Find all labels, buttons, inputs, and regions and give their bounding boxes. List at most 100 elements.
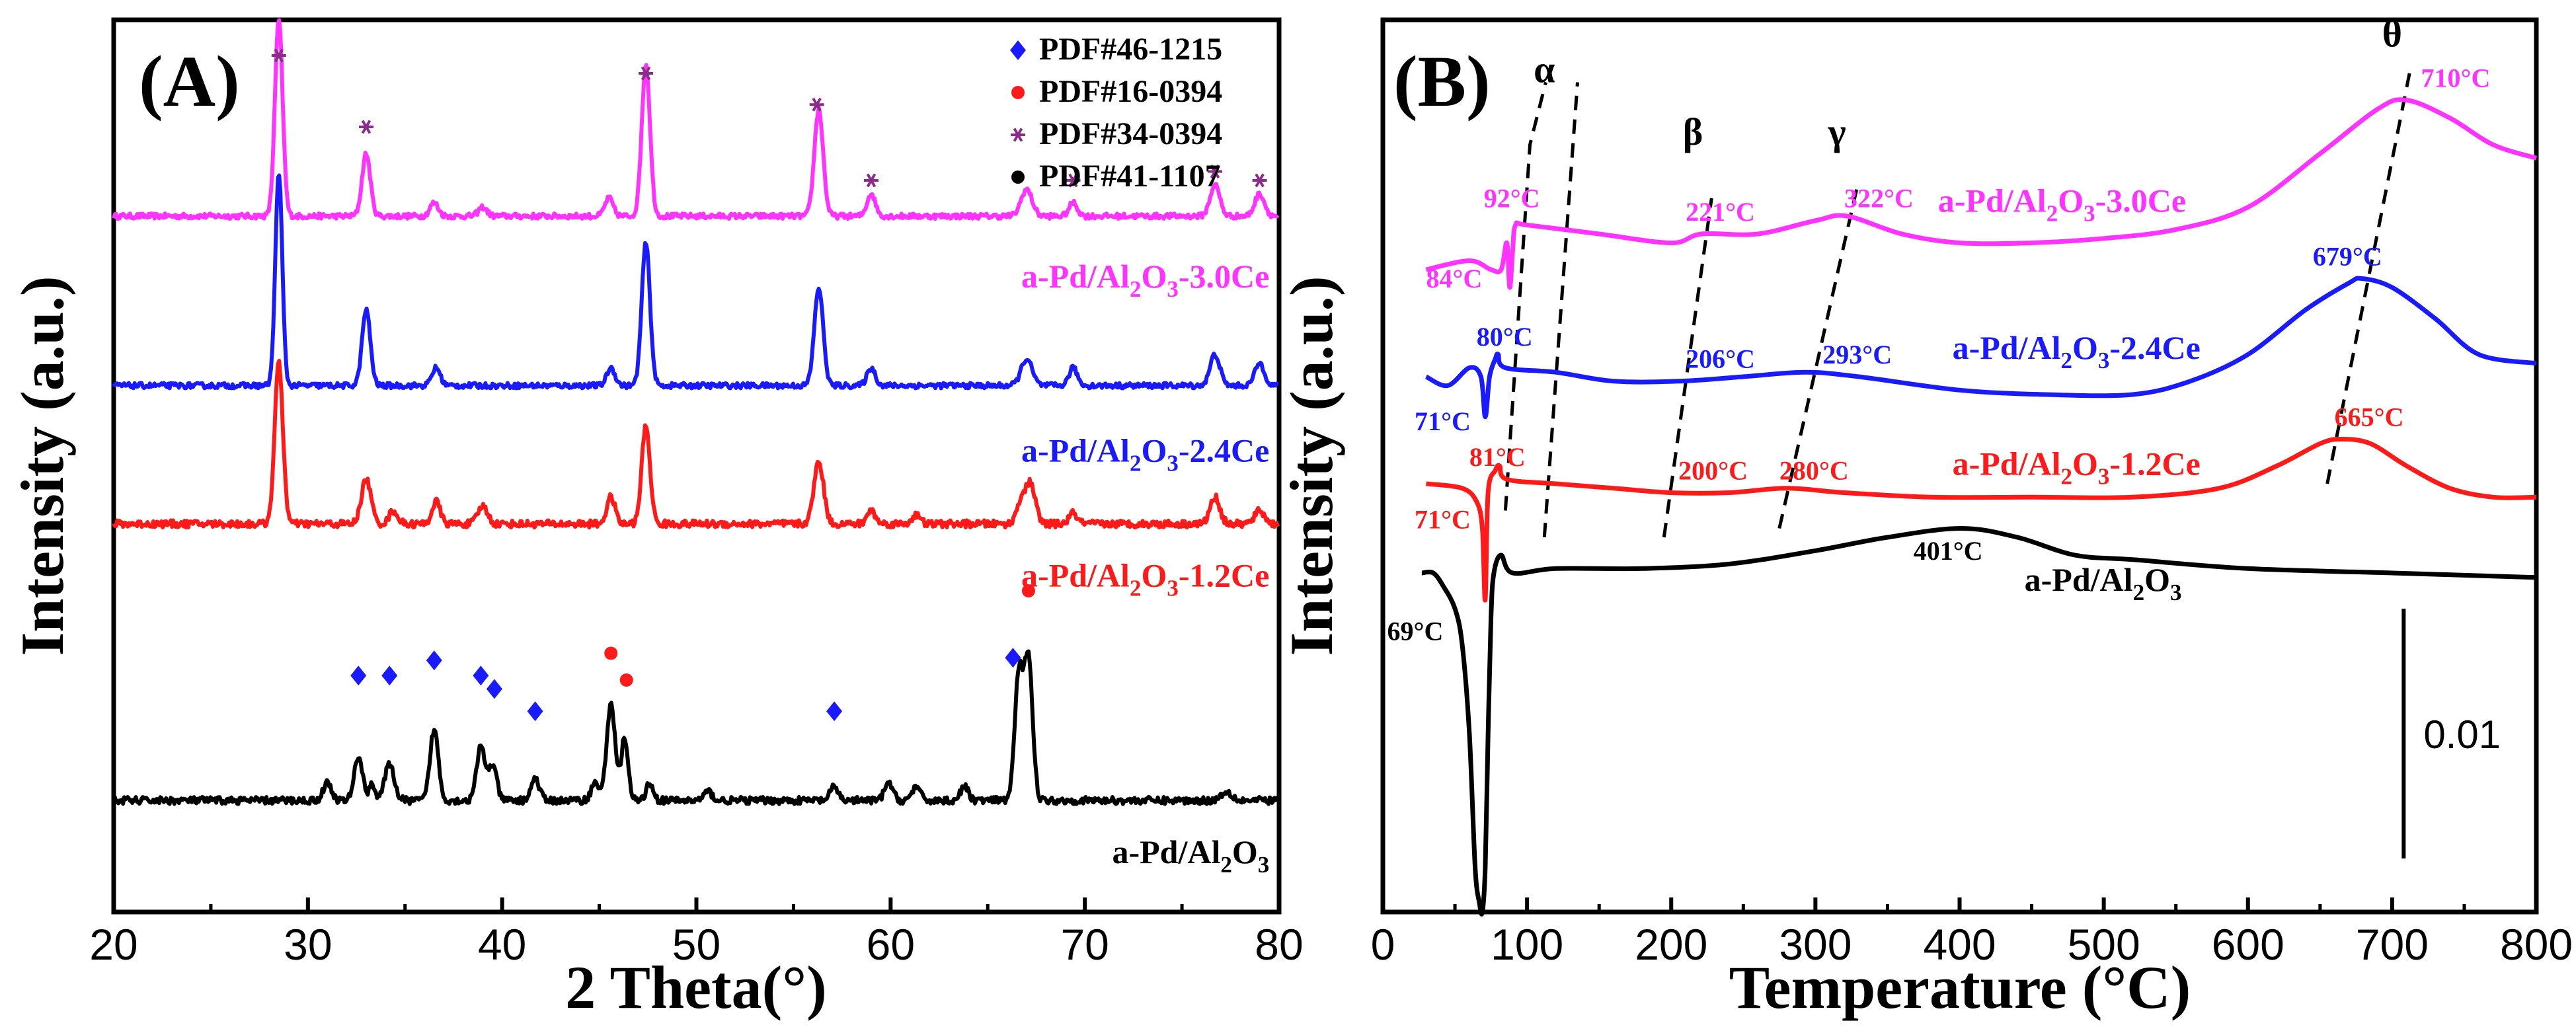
panel-b-x-tick-label: 500 <box>2068 920 2140 969</box>
series-label-suffix: -1.2Ce <box>1179 556 1269 593</box>
legend-entry: PDF#41-1107 <box>1039 159 1221 194</box>
legend-marker <box>1011 86 1025 99</box>
temperature-label: 401°C <box>1914 536 1983 566</box>
panel-a-ticks: 20 30 40 50 60 70 80 <box>89 897 1304 969</box>
series-label-sub2: 3 <box>2098 464 2110 490</box>
peak-trend-line <box>1503 81 1547 511</box>
panel-b-peak-trend-lines: α β γ θ <box>1503 13 2411 538</box>
panel-a-x-axis-label: 2 Theta(°) <box>565 954 826 1021</box>
panel-b-temperature-labels: 92°C 84°C 221°C 322°C 710°C 80°C 71°C 206°C 293°… <box>1387 63 2491 646</box>
panel-a-peak-marker <box>486 679 502 699</box>
panel-b-x-tick-label: 100 <box>1491 920 1563 969</box>
panel-a-x-tick-label: 60 <box>867 920 915 969</box>
series-label-sub1: 2 <box>1220 852 1232 878</box>
series-label-suffix: -3.0Ce <box>1179 258 1269 295</box>
legend-marker <box>1010 40 1026 60</box>
panel-a-x-tick-label: 20 <box>89 920 137 969</box>
temperature-label: 206°C <box>1686 344 1755 374</box>
peak-trend-label: θ <box>2382 13 2402 56</box>
series-label: a-Pd/Al2O3-3.0Ce <box>1938 182 2186 226</box>
series-label-sub2: 3 <box>1167 450 1179 476</box>
series-label-sub1: 2 <box>2061 348 2073 373</box>
series-label-sub1: 2 <box>2047 200 2058 226</box>
panel-a-legend: PDF#46-1215 PDF#16-0394 PDF#34-0394 PDF#41-… <box>1010 32 1222 194</box>
panel-b-series <box>1421 97 2538 917</box>
series-label-prefix: a-Pd/Al <box>1938 182 2047 219</box>
panel-a-peak-marker <box>1021 584 1035 597</box>
panel-a-peak-marker <box>381 666 398 686</box>
series-label-sub1: 2 <box>1130 450 1142 476</box>
series-label-prefix: a-Pd/Al <box>1953 445 2061 482</box>
series-label: a-Pd/Al2O3 <box>2025 561 2182 605</box>
series-label-prefix: a-Pd/Al <box>1021 432 1130 469</box>
series-label-mid: O <box>1141 556 1167 593</box>
series-label: a-Pd/Al2O3-2.4Ce <box>1021 432 1269 476</box>
panel-a-series <box>112 18 1280 806</box>
panel-b-series-line <box>1421 526 2537 917</box>
panel-a-series-line <box>112 649 1280 806</box>
panel-a-series-line <box>112 359 1280 530</box>
panel-a-peak-marker <box>359 120 373 134</box>
series-label-sub2: 3 <box>2170 580 2182 605</box>
series-label-sub1: 2 <box>1130 575 1142 601</box>
temperature-label: 293°C <box>1822 340 1892 369</box>
legend-entry: PDF#34-0394 <box>1039 116 1222 151</box>
series-label-sub1: 2 <box>2061 464 2073 490</box>
panel-a-peak-marker <box>1252 173 1267 188</box>
peak-trend-label: α <box>1534 48 1555 91</box>
panel-a-series-line <box>112 173 1279 391</box>
panel-b-series-line <box>1426 437 2537 603</box>
panel-a-x-tick-label: 50 <box>672 920 721 969</box>
series-label-prefix: a-Pd/Al <box>1112 833 1220 870</box>
temperature-label: 69°C <box>1387 616 1444 646</box>
peak-trend-label: β <box>1683 110 1703 153</box>
temperature-label: 80°C <box>1477 322 1533 352</box>
panel-a-peak-marker <box>826 701 843 722</box>
legend-entry: PDF#46-1215 <box>1039 32 1222 67</box>
panel-a-x-tick-label: 80 <box>1255 920 1303 969</box>
panel-a-peak-marker <box>473 666 489 686</box>
panel-b-x-tick-label: 700 <box>2356 920 2429 969</box>
panel-a-peak-marker <box>271 48 286 63</box>
series-label-mid: O <box>2058 182 2084 219</box>
series-label-sub1: 2 <box>1130 276 1142 302</box>
panel-a-peak-marker <box>604 646 618 660</box>
series-label-sub2: 3 <box>2098 348 2110 373</box>
temperature-label: 71°C <box>1415 406 1471 436</box>
panel-b-series-line <box>1425 97 2538 290</box>
temperature-label: 200°C <box>1678 455 1748 485</box>
panel-a-peak-marker <box>426 650 442 671</box>
panel-a-peak-marker <box>639 66 654 81</box>
panel-b-x-tick-label: 0 <box>1371 920 1395 969</box>
panel-b-series-labels: a-Pd/Al2O3-3.0Cea-Pd/Al2O3-2.4Cea-Pd/Al2… <box>1938 182 2201 605</box>
series-label-sub1: 2 <box>2133 580 2145 605</box>
series-label: a-Pd/Al2O3-1.2Ce <box>1021 556 1269 601</box>
panel-a-peak-markers <box>271 48 1267 722</box>
peak-trend-label: γ <box>1828 110 1846 153</box>
legend-entry: PDF#16-0394 <box>1039 74 1222 109</box>
temperature-label: 71°C <box>1415 505 1471 535</box>
panel-a-peak-marker <box>809 97 824 112</box>
peak-trend-line <box>1662 198 1713 538</box>
series-label-mid: O <box>1141 432 1167 469</box>
panel-a-peak-marker <box>350 666 367 686</box>
temperature-label: 322°C <box>1844 184 1914 213</box>
temperature-label: 665°C <box>2335 402 2404 432</box>
panel-a-series-labels: a-Pd/Al2O3-3.0Cea-Pd/Al2O3-2.4Cea-Pd/Al2… <box>1021 258 1269 878</box>
series-label-mid: O <box>1232 833 1258 870</box>
panel-b-ticks: 0 100 200 300 400 500 600 700 800 <box>1371 897 2573 969</box>
series-label-prefix: a-Pd/Al <box>1021 556 1130 593</box>
panel-a-y-axis-label: Intensity (a.u.) <box>9 276 76 656</box>
temperature-label: 280°C <box>1779 455 1849 485</box>
panel-b-x-tick-label: 200 <box>1635 920 1707 969</box>
series-label-mid: O <box>1141 258 1167 295</box>
panel-a-label: (A) <box>139 41 240 122</box>
temperature-label: 221°C <box>1686 197 1755 227</box>
series-label-prefix: a-Pd/Al <box>2025 561 2133 598</box>
panel-a-x-tick-label: 40 <box>478 920 526 969</box>
series-label: a-Pd/Al2O3-3.0Ce <box>1021 258 1269 302</box>
panel-a-x-tick-label: 70 <box>1060 920 1109 969</box>
series-label: a-Pd/Al2O3 <box>1112 833 1269 878</box>
series-label-sub2: 3 <box>2084 200 2095 226</box>
